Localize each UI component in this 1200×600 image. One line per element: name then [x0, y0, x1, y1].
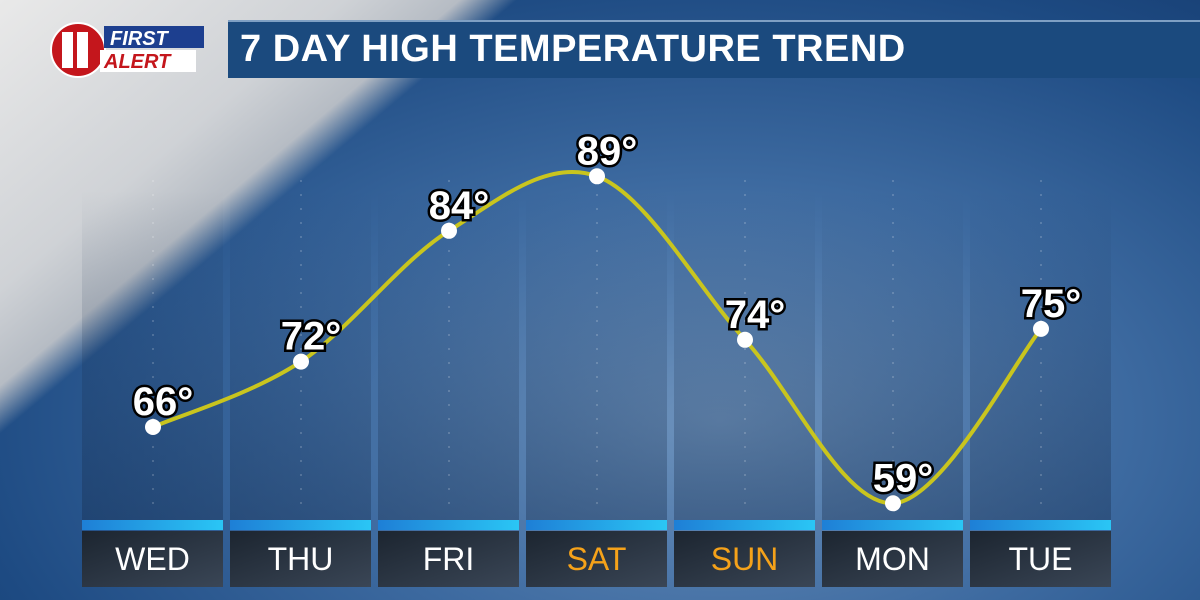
day-label: FRI — [378, 531, 519, 587]
day-accent-bar — [230, 520, 371, 530]
day-column — [526, 190, 667, 520]
temperature-value-label: 72° — [281, 315, 342, 359]
data-point — [589, 168, 605, 185]
data-point — [293, 353, 309, 370]
temperature-value-label: 84° — [429, 184, 490, 228]
data-point — [441, 222, 457, 239]
chart-title: 7 DAY HIGH TEMPERATURE TREND — [240, 28, 906, 70]
first-alert-logo: FIRST ALERT — [50, 22, 204, 78]
day-label: THU — [230, 531, 371, 587]
day-column — [82, 190, 223, 520]
title-bar: 7 DAY HIGH TEMPERATURE TREND — [228, 20, 1200, 78]
day-accent-bar — [674, 520, 815, 530]
svg-text:ALERT: ALERT — [103, 51, 172, 73]
data-point — [1033, 320, 1049, 337]
data-point — [885, 495, 901, 512]
temperature-value-label: 59° — [873, 456, 934, 500]
day-accent-bar — [378, 520, 519, 530]
day-accent-bar — [82, 520, 223, 530]
data-point — [737, 331, 753, 348]
data-point — [145, 419, 161, 435]
day-accent-bar — [970, 520, 1111, 530]
day-label: SUN — [674, 531, 815, 587]
day-accent-bar — [526, 520, 667, 530]
svg-text:FIRST: FIRST — [110, 28, 170, 50]
day-column — [674, 190, 815, 520]
day-column — [970, 190, 1111, 520]
day-label: WED — [82, 531, 223, 587]
day-column — [378, 190, 519, 520]
day-label: MON — [822, 531, 963, 587]
temperature-value-label: 66° — [133, 380, 194, 424]
day-column — [822, 190, 963, 520]
temperature-value-label: 74° — [725, 293, 786, 337]
day-label: TUE — [970, 531, 1111, 587]
temperature-value-label: 89° — [577, 129, 638, 173]
day-label: SAT — [526, 531, 667, 587]
temperature-value-label: 75° — [1021, 282, 1082, 326]
day-accent-bar — [822, 520, 963, 530]
